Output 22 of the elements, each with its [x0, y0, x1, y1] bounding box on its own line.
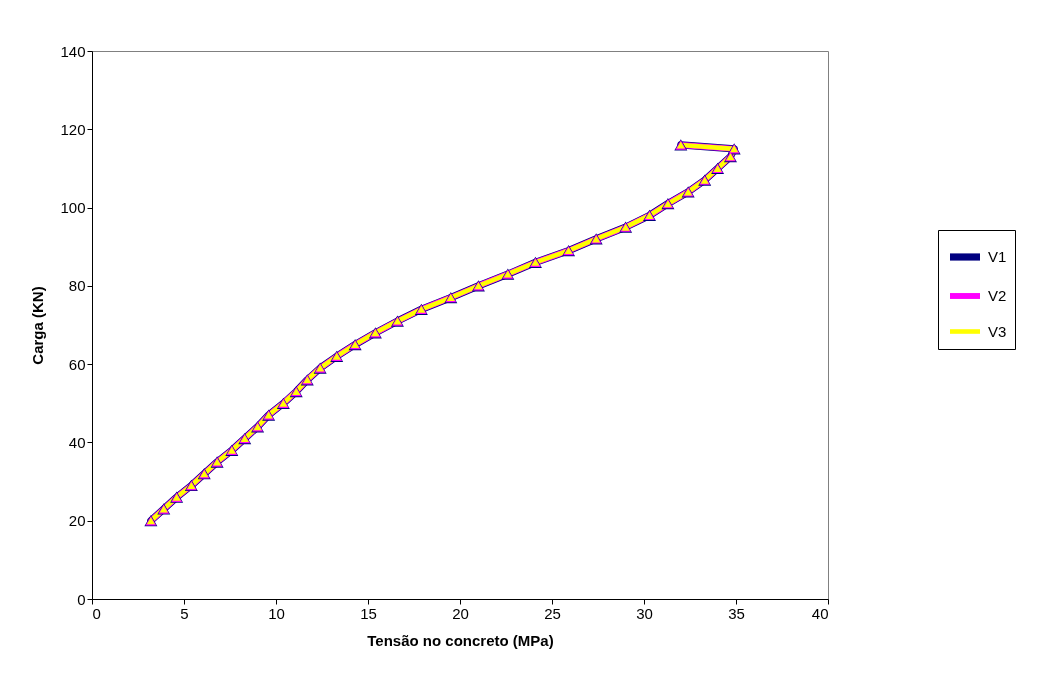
y-tick-label: 20: [68, 512, 86, 530]
legend-label: V2: [988, 287, 1007, 304]
x-tick-label: 35: [728, 604, 745, 622]
y-tick-label: 120: [60, 120, 86, 138]
x-tick-label: 25: [544, 604, 561, 622]
y-tick-label: 100: [60, 199, 86, 217]
y-tick-label: 40: [68, 433, 86, 451]
x-tick-label: 40: [811, 604, 829, 622]
x-tick-label: 5: [180, 604, 189, 622]
x-tick-label: 10: [268, 604, 285, 622]
y-tick-label: 0: [77, 590, 86, 608]
x-tick-label: 20: [452, 604, 469, 622]
x-tick-label: 30: [636, 604, 653, 622]
y-tick-label: 140: [60, 42, 86, 60]
x-axis-title: Tensão no concreto (MPa): [367, 631, 554, 649]
y-axis-title: Carga (KN): [29, 286, 47, 365]
y-tick-label: 60: [68, 355, 86, 373]
y-tick-label: 80: [68, 277, 86, 295]
x-tick-label: 15: [360, 604, 377, 622]
x-tick-label: 0: [92, 604, 101, 622]
legend-label: V3: [988, 322, 1007, 340]
legend-label: V1: [988, 248, 1007, 265]
